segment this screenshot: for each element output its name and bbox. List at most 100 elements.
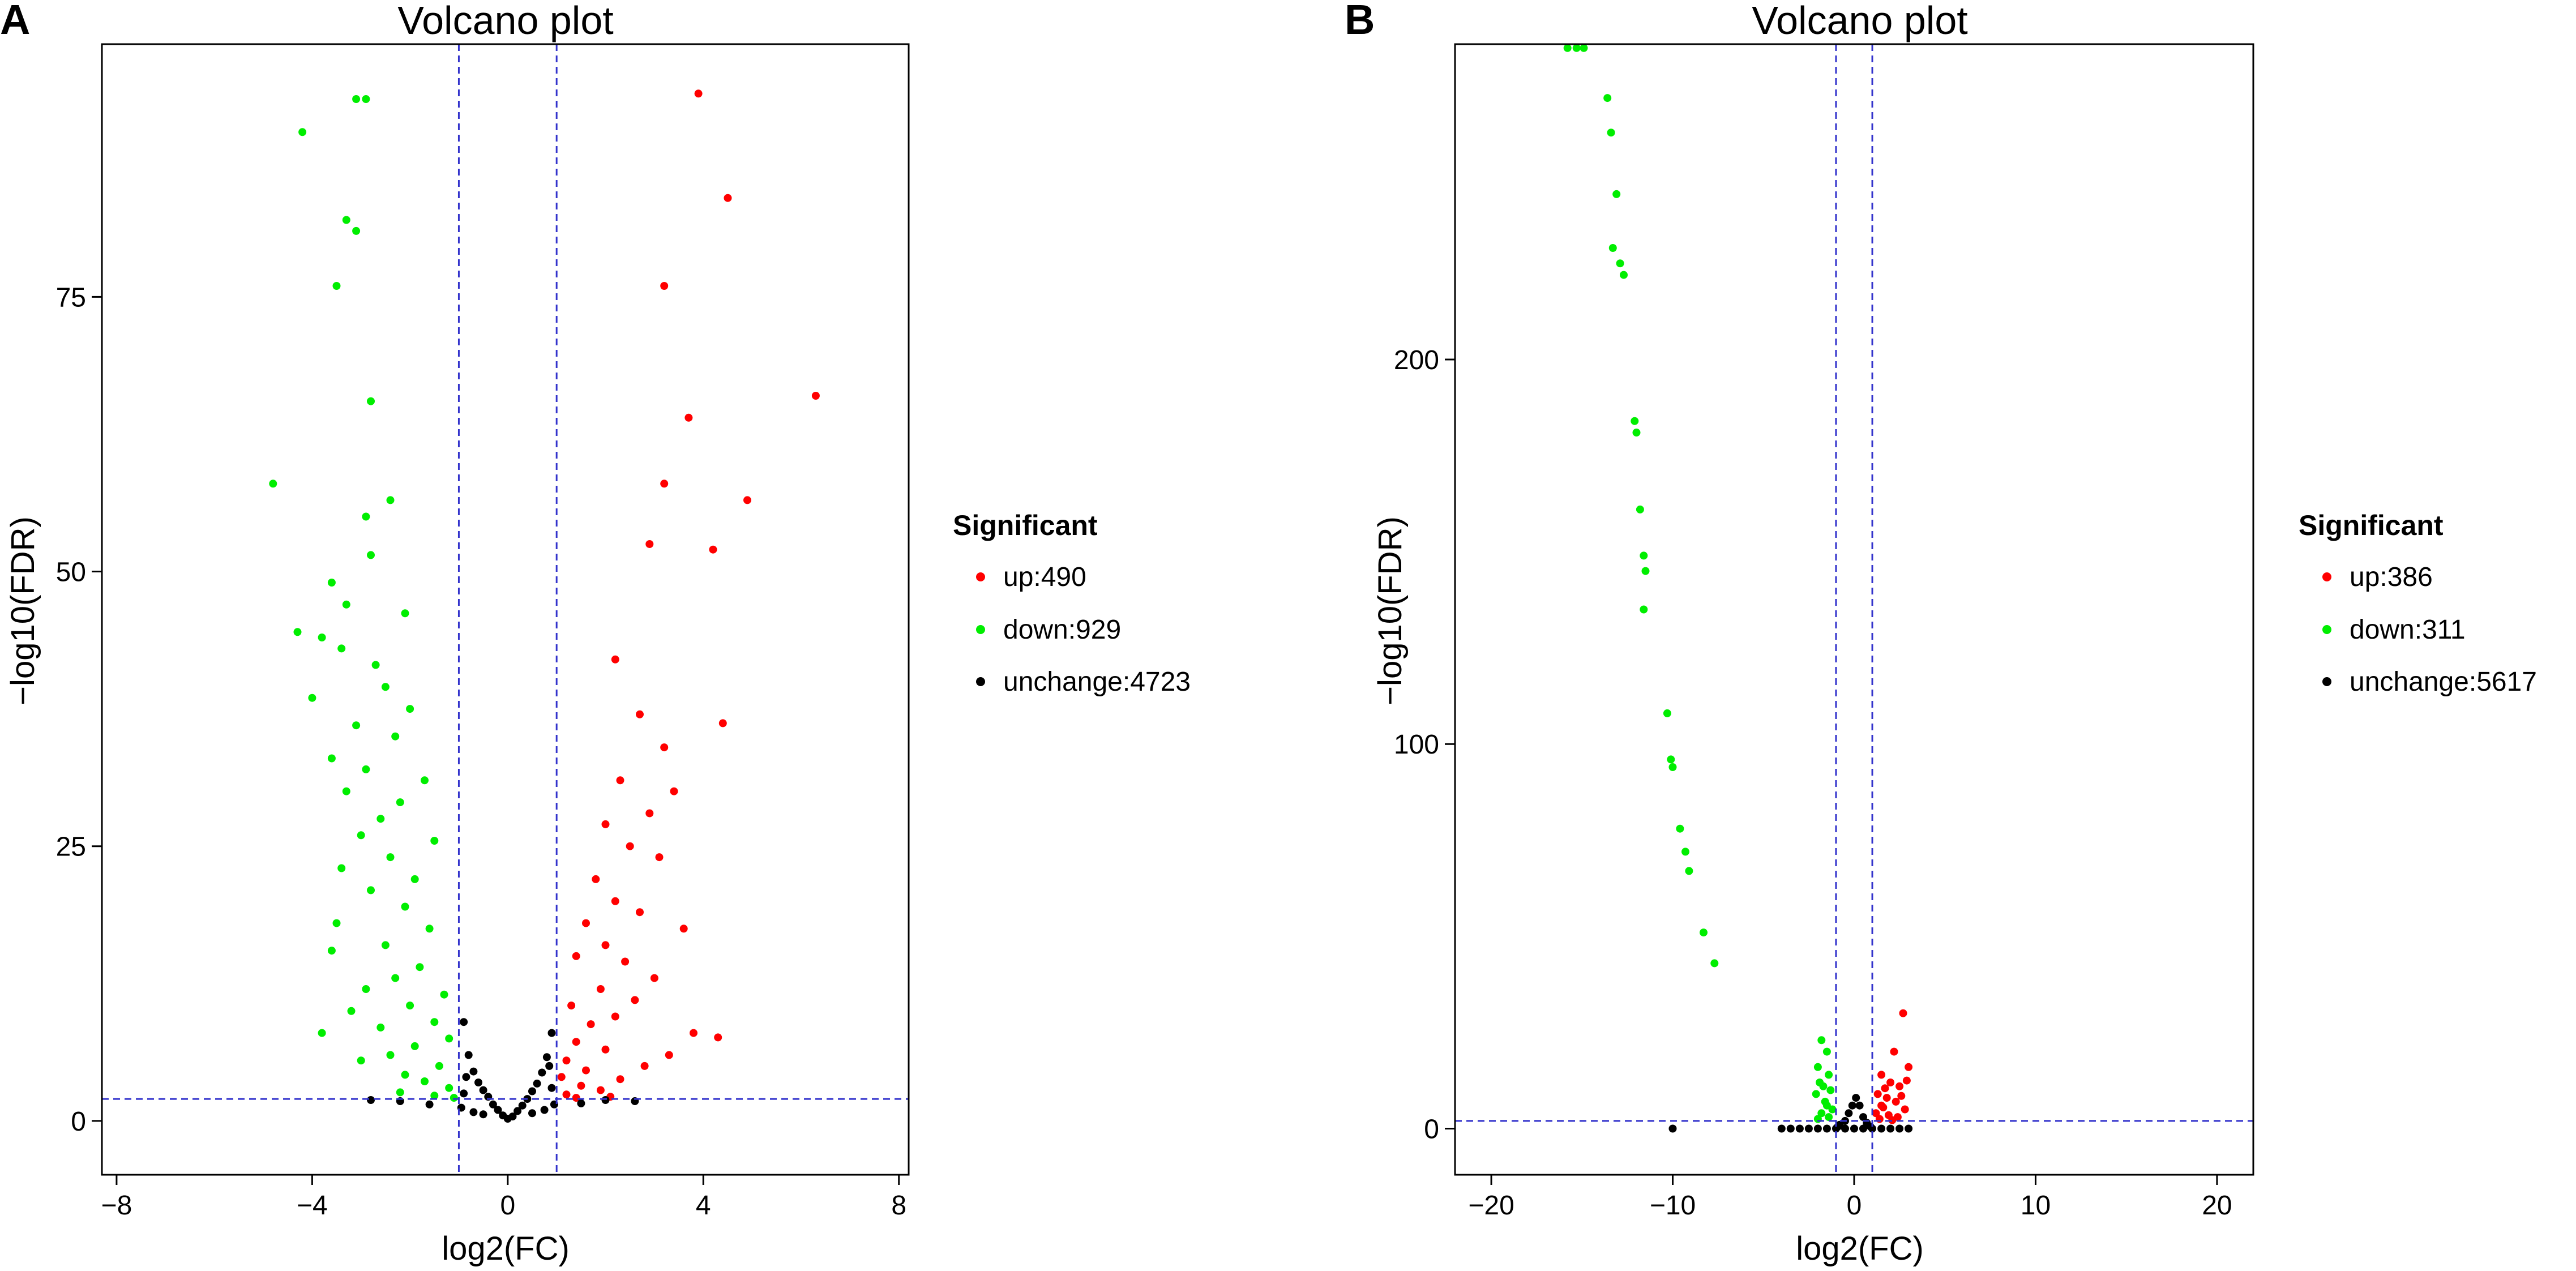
point-up: [611, 897, 619, 905]
panel-b-title: Volcano plot: [1752, 0, 1967, 42]
point-unchange: [601, 1096, 610, 1104]
point-unchange: [425, 1100, 434, 1109]
point-unchange: [469, 1108, 478, 1116]
point-up: [562, 1090, 571, 1099]
panel-a-legend-down-label: down:929: [1003, 615, 1121, 645]
point-down: [1640, 605, 1648, 614]
panel-a-legend: Significant up:490 down:929 unchange:472…: [953, 510, 1191, 697]
point-unchange: [1848, 1101, 1856, 1110]
point-up: [660, 282, 669, 290]
point-unchange: [1886, 1124, 1895, 1133]
point-up: [572, 1038, 580, 1046]
point-up: [655, 853, 664, 862]
point-unchange: [577, 1099, 585, 1107]
point-down: [425, 925, 434, 933]
panel-b-legend-up-label: up:386: [2350, 562, 2433, 592]
panel-a-legend-unchange-key: [976, 677, 985, 686]
point-down: [445, 1034, 453, 1043]
point-up: [1902, 1076, 1911, 1085]
panel-b-letter: B: [1345, 0, 1375, 43]
point-down: [332, 919, 341, 927]
point-up: [1897, 1092, 1906, 1100]
point-up: [562, 1056, 571, 1065]
point-down: [406, 1002, 414, 1010]
panel-b-legend-up-key: [2322, 572, 2331, 581]
point-down: [416, 963, 424, 972]
point-down: [386, 1051, 395, 1059]
point-up: [567, 1002, 576, 1010]
point-down: [371, 661, 380, 669]
point-down: [367, 397, 375, 405]
point-up: [601, 1045, 610, 1054]
point-up: [1890, 1047, 1898, 1056]
point-unchange: [1834, 1123, 1842, 1131]
point-down: [1812, 1090, 1820, 1098]
panel-a-title: Volcano plot: [397, 0, 613, 42]
point-down: [430, 837, 439, 845]
point-up: [1892, 1097, 1900, 1106]
point-down: [1580, 44, 1588, 52]
point-unchange: [508, 1112, 517, 1121]
point-down: [362, 512, 370, 521]
point-up: [1895, 1082, 1904, 1090]
point-unchange: [547, 1084, 556, 1092]
point-up: [1901, 1105, 1909, 1114]
x-tick-label: 4: [696, 1191, 711, 1221]
point-down: [401, 1071, 409, 1079]
point-down: [1825, 1071, 1833, 1079]
point-unchange: [1850, 1124, 1858, 1133]
point-unchange: [460, 1018, 468, 1026]
point-down: [367, 551, 375, 559]
point-down: [1620, 271, 1628, 279]
point-down: [318, 1029, 326, 1037]
point-down: [337, 644, 346, 653]
point-up: [596, 1086, 605, 1094]
point-down: [381, 683, 390, 691]
point-unchange: [1852, 1094, 1860, 1102]
point-unchange: [1804, 1124, 1813, 1133]
point-unchange: [494, 1106, 502, 1114]
x-tick-label: 0: [1847, 1191, 1862, 1221]
point-down: [298, 128, 307, 136]
point-down: [337, 864, 346, 872]
point-down: [1603, 94, 1612, 102]
point-up: [572, 1094, 580, 1102]
point-down: [421, 1077, 429, 1085]
point-down: [1822, 1101, 1831, 1110]
panel-a-legend-up-label: up:490: [1003, 562, 1086, 592]
point-unchange: [489, 1100, 497, 1109]
point-down: [1640, 551, 1648, 560]
point-unchange: [518, 1101, 527, 1110]
point-down: [1612, 190, 1621, 198]
point-down: [450, 1094, 458, 1102]
point-unchange: [460, 1089, 468, 1098]
point-down: [435, 1062, 443, 1070]
point-up: [670, 787, 678, 795]
point-down: [1607, 129, 1615, 137]
point-down: [1822, 1047, 1831, 1056]
panel-a-legend-up-key: [976, 572, 985, 581]
point-up: [601, 941, 610, 949]
panel-a-plot-area: [102, 44, 909, 1175]
point-up: [1881, 1084, 1889, 1093]
point-unchange: [533, 1079, 541, 1088]
point-up: [557, 1073, 566, 1081]
point-up: [709, 545, 717, 554]
x-tick-label: −10: [1650, 1191, 1696, 1221]
point-up: [592, 875, 600, 883]
point-unchange: [1777, 1124, 1786, 1133]
point-up: [1882, 1094, 1891, 1102]
point-up: [645, 540, 654, 548]
point-down: [1826, 1086, 1835, 1094]
point-down: [1563, 44, 1572, 52]
point-down: [1819, 1082, 1828, 1090]
x-tick-label: 0: [500, 1191, 515, 1221]
point-down: [376, 815, 385, 823]
panel-b-legend: Significant up:386 down:311 unchange:561…: [2299, 510, 2537, 697]
point-unchange: [367, 1096, 375, 1104]
point-up: [572, 952, 580, 960]
point-down: [440, 990, 448, 999]
point-down: [352, 95, 361, 103]
point-unchange: [1866, 1123, 1875, 1131]
point-unchange: [1845, 1109, 1853, 1118]
